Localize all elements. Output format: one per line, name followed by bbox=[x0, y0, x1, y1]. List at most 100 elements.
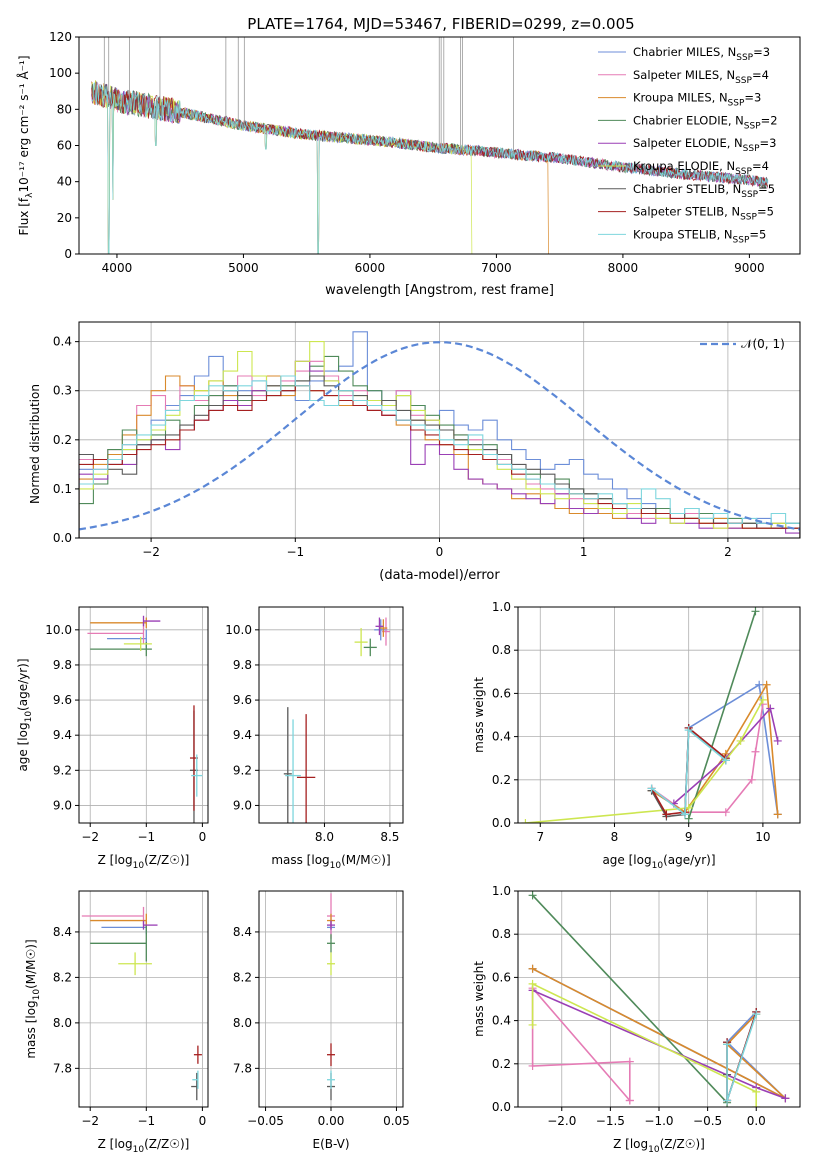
y-tick-label: 9.0 bbox=[53, 798, 72, 812]
weight-line bbox=[673, 706, 779, 805]
label-tail: =5 bbox=[749, 227, 766, 241]
axes-frame bbox=[517, 606, 801, 824]
y-tick-label: 9.4 bbox=[233, 728, 252, 742]
y-tick-label: 9.6 bbox=[233, 693, 252, 707]
label-main: age [log bbox=[602, 853, 651, 867]
plus-marker bbox=[528, 891, 537, 900]
legend-entry: Chabrier MILES, NSSP=3 bbox=[633, 45, 770, 63]
legend-entry: Salpeter ELODIE, NSSP=3 bbox=[633, 136, 776, 154]
y-axis-label: mass weight bbox=[472, 961, 486, 1037]
x-tick-label: −1 bbox=[137, 830, 155, 844]
label-tail: =3 bbox=[753, 45, 770, 59]
y-tick-label: 9.8 bbox=[53, 658, 72, 672]
y-tick-label: 0.4 bbox=[492, 1014, 511, 1028]
label-main: Salpeter STELIB, N bbox=[633, 205, 740, 219]
age-vs-mass-panel: 8.0 8.5 9.0 9.2 9.4 9.6 9.8 10.0 mass [log10(M/M… bbox=[225, 606, 404, 871]
plus-marker bbox=[758, 695, 767, 704]
plus-marker bbox=[528, 1061, 537, 1070]
plus-marker bbox=[625, 1096, 634, 1105]
x-axis-label: Z [log10(Z/Z☉)] bbox=[613, 1137, 705, 1155]
axes-frame bbox=[78, 890, 209, 1108]
y-tick-label: 7.8 bbox=[233, 1061, 252, 1075]
y-tick-label: 8.4 bbox=[53, 925, 72, 939]
plus-marker bbox=[721, 808, 730, 817]
x-tick-label: −1 bbox=[137, 1114, 155, 1128]
label-sub: 10 bbox=[648, 1145, 660, 1155]
y-tick-label: 8.4 bbox=[233, 925, 252, 939]
axes-frame bbox=[258, 890, 404, 1108]
legend-entry: 𝒩(0, 1) bbox=[741, 337, 785, 351]
plus-marker bbox=[528, 979, 537, 988]
y-axis-label: Normed distribution bbox=[28, 384, 42, 504]
x-tick-label: 5000 bbox=[228, 261, 259, 275]
x-axis-label: Z [log10(Z/Z☉)] bbox=[98, 1137, 190, 1155]
y-tick-label: 8.0 bbox=[233, 1016, 252, 1030]
x-tick-label: −2 bbox=[142, 545, 160, 559]
plus-marker bbox=[625, 1057, 634, 1066]
y-tick-label: 8.0 bbox=[53, 1016, 72, 1030]
histogram-step bbox=[79, 375, 800, 538]
y-tick-label: 120 bbox=[49, 30, 72, 44]
legend-entry: Chabrier ELODIE, NSSP=2 bbox=[633, 113, 778, 131]
plot-area bbox=[79, 331, 800, 538]
plus-marker bbox=[723, 1096, 732, 1105]
label-main: Flux [f bbox=[17, 197, 31, 235]
y-tick-label: 9.0 bbox=[233, 798, 252, 812]
y-tick-label: 8.2 bbox=[233, 970, 252, 984]
plus-marker bbox=[736, 736, 745, 745]
label-sub: 10 bbox=[652, 861, 664, 871]
weight-line bbox=[531, 982, 758, 1107]
x-tick-label: 0.00 bbox=[318, 1114, 345, 1128]
y-axis-label: mass weight bbox=[472, 677, 486, 753]
x-tick-label: 0 bbox=[199, 830, 207, 844]
y-tick-label: 0.0 bbox=[492, 816, 511, 830]
y-tick-label: 0.1 bbox=[53, 482, 72, 496]
plot-area bbox=[528, 891, 790, 1107]
plus-marker bbox=[723, 1040, 732, 1049]
plus-marker bbox=[751, 747, 760, 756]
histogram-step bbox=[79, 341, 800, 538]
plus-marker bbox=[755, 680, 764, 689]
label-main: Chabrier STELIB, N bbox=[633, 182, 741, 196]
legend-entry: Salpeter MILES, NSSP=4 bbox=[633, 68, 769, 86]
plus-marker bbox=[684, 726, 693, 735]
label-main: mass [log bbox=[271, 853, 329, 867]
plot-area bbox=[91, 37, 769, 254]
x-tick-label: 10 bbox=[755, 830, 770, 844]
plus-marker bbox=[752, 1087, 761, 1096]
label-sub: SSP bbox=[744, 121, 761, 131]
x-tick-label: 7000 bbox=[481, 261, 512, 275]
plot-area bbox=[327, 893, 335, 1101]
weight-line bbox=[532, 894, 728, 1104]
label-main: Kroupa ELODIE, N bbox=[633, 159, 735, 173]
age-vs-metallicity-panel: −2 −1 09.09.29.49.69.810.0Z [log10(Z/Z☉)]a… bbox=[16, 606, 209, 871]
y-tick-label: 1.0 bbox=[492, 884, 511, 898]
x-axis-label: age [log10(age/yr)] bbox=[602, 853, 715, 871]
plus-marker bbox=[528, 964, 537, 973]
weight-vs-metallicity-panel: −2.0 −1.5 −1.0 −0.5 0.0 0.0 0.2 0.4 0.6 0.8 1.0 Z [… bbox=[472, 884, 801, 1155]
y-tick-label: 10.0 bbox=[225, 623, 252, 637]
label-tail: =4 bbox=[752, 68, 769, 82]
axes-frame bbox=[78, 36, 801, 255]
plot-area bbox=[87, 615, 203, 823]
y-tick-label: 100 bbox=[49, 66, 72, 80]
y-tick-label: 0.4 bbox=[53, 335, 72, 349]
label-tail: =3 bbox=[760, 136, 777, 150]
x-tick-label: 1 bbox=[580, 545, 588, 559]
y-tick-label: 0.8 bbox=[492, 927, 511, 941]
label-tail: =3 bbox=[744, 91, 761, 105]
plus-marker bbox=[680, 810, 689, 819]
plus-marker bbox=[781, 1094, 790, 1103]
x-tick-label: 0.05 bbox=[383, 1114, 410, 1128]
y-tick-label: 80 bbox=[57, 102, 72, 116]
figure-title: PLATE=1764, MJD=53467, FIBERID=0299, z=0… bbox=[247, 15, 634, 33]
plot-area bbox=[283, 617, 390, 823]
label-sub: 10 bbox=[133, 1145, 145, 1155]
x-tick-label: 8 bbox=[611, 830, 619, 844]
y-tick-label: 0.2 bbox=[53, 433, 72, 447]
label-sub: 10 bbox=[133, 861, 145, 871]
y-tick-label: 40 bbox=[57, 175, 72, 189]
y-tick-label: 0.6 bbox=[492, 970, 511, 984]
legend-entry: Kroupa ELODIE, NSSP=4 bbox=[633, 159, 769, 177]
